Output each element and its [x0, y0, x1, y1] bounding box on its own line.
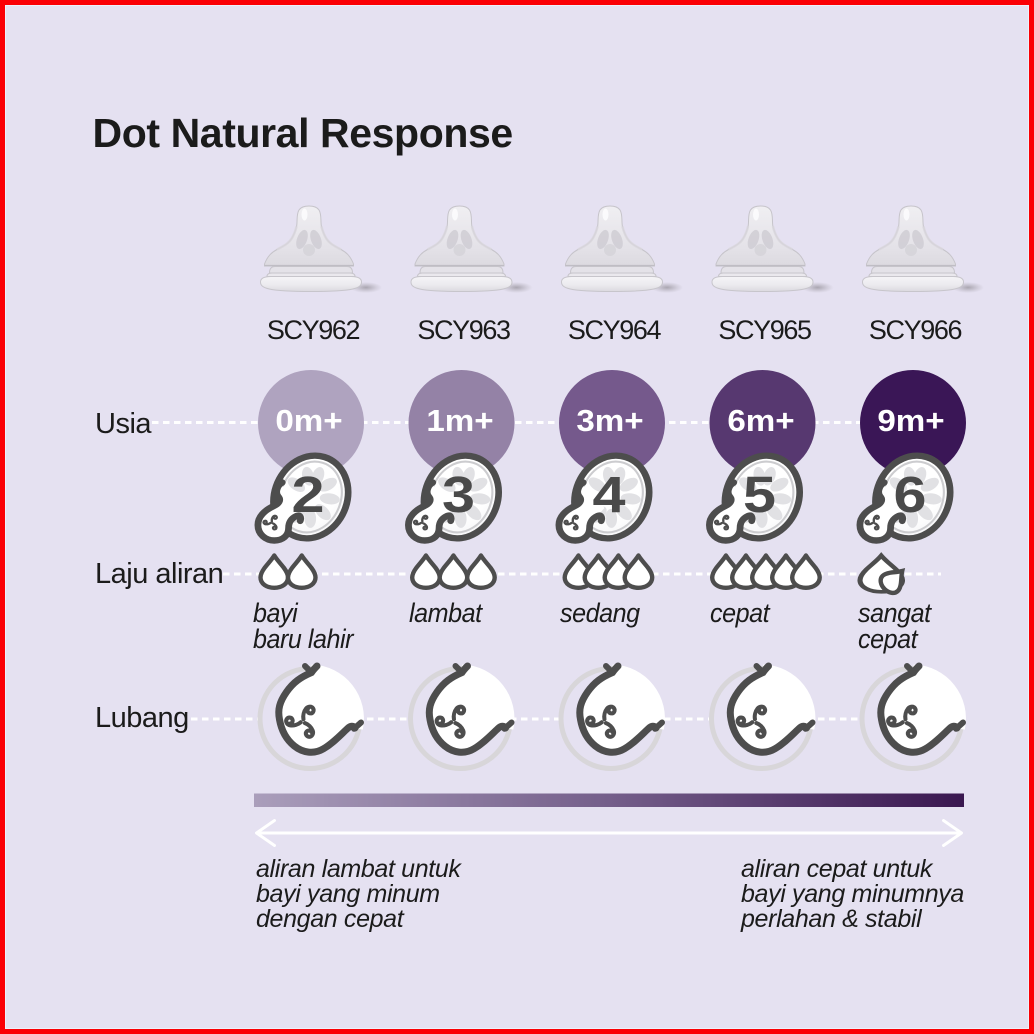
svg-text:6: 6 — [894, 466, 927, 523]
svg-text:5: 5 — [743, 466, 776, 523]
svg-text:4: 4 — [593, 466, 627, 523]
svg-text:2: 2 — [292, 466, 325, 523]
svg-text:3: 3 — [442, 466, 475, 523]
